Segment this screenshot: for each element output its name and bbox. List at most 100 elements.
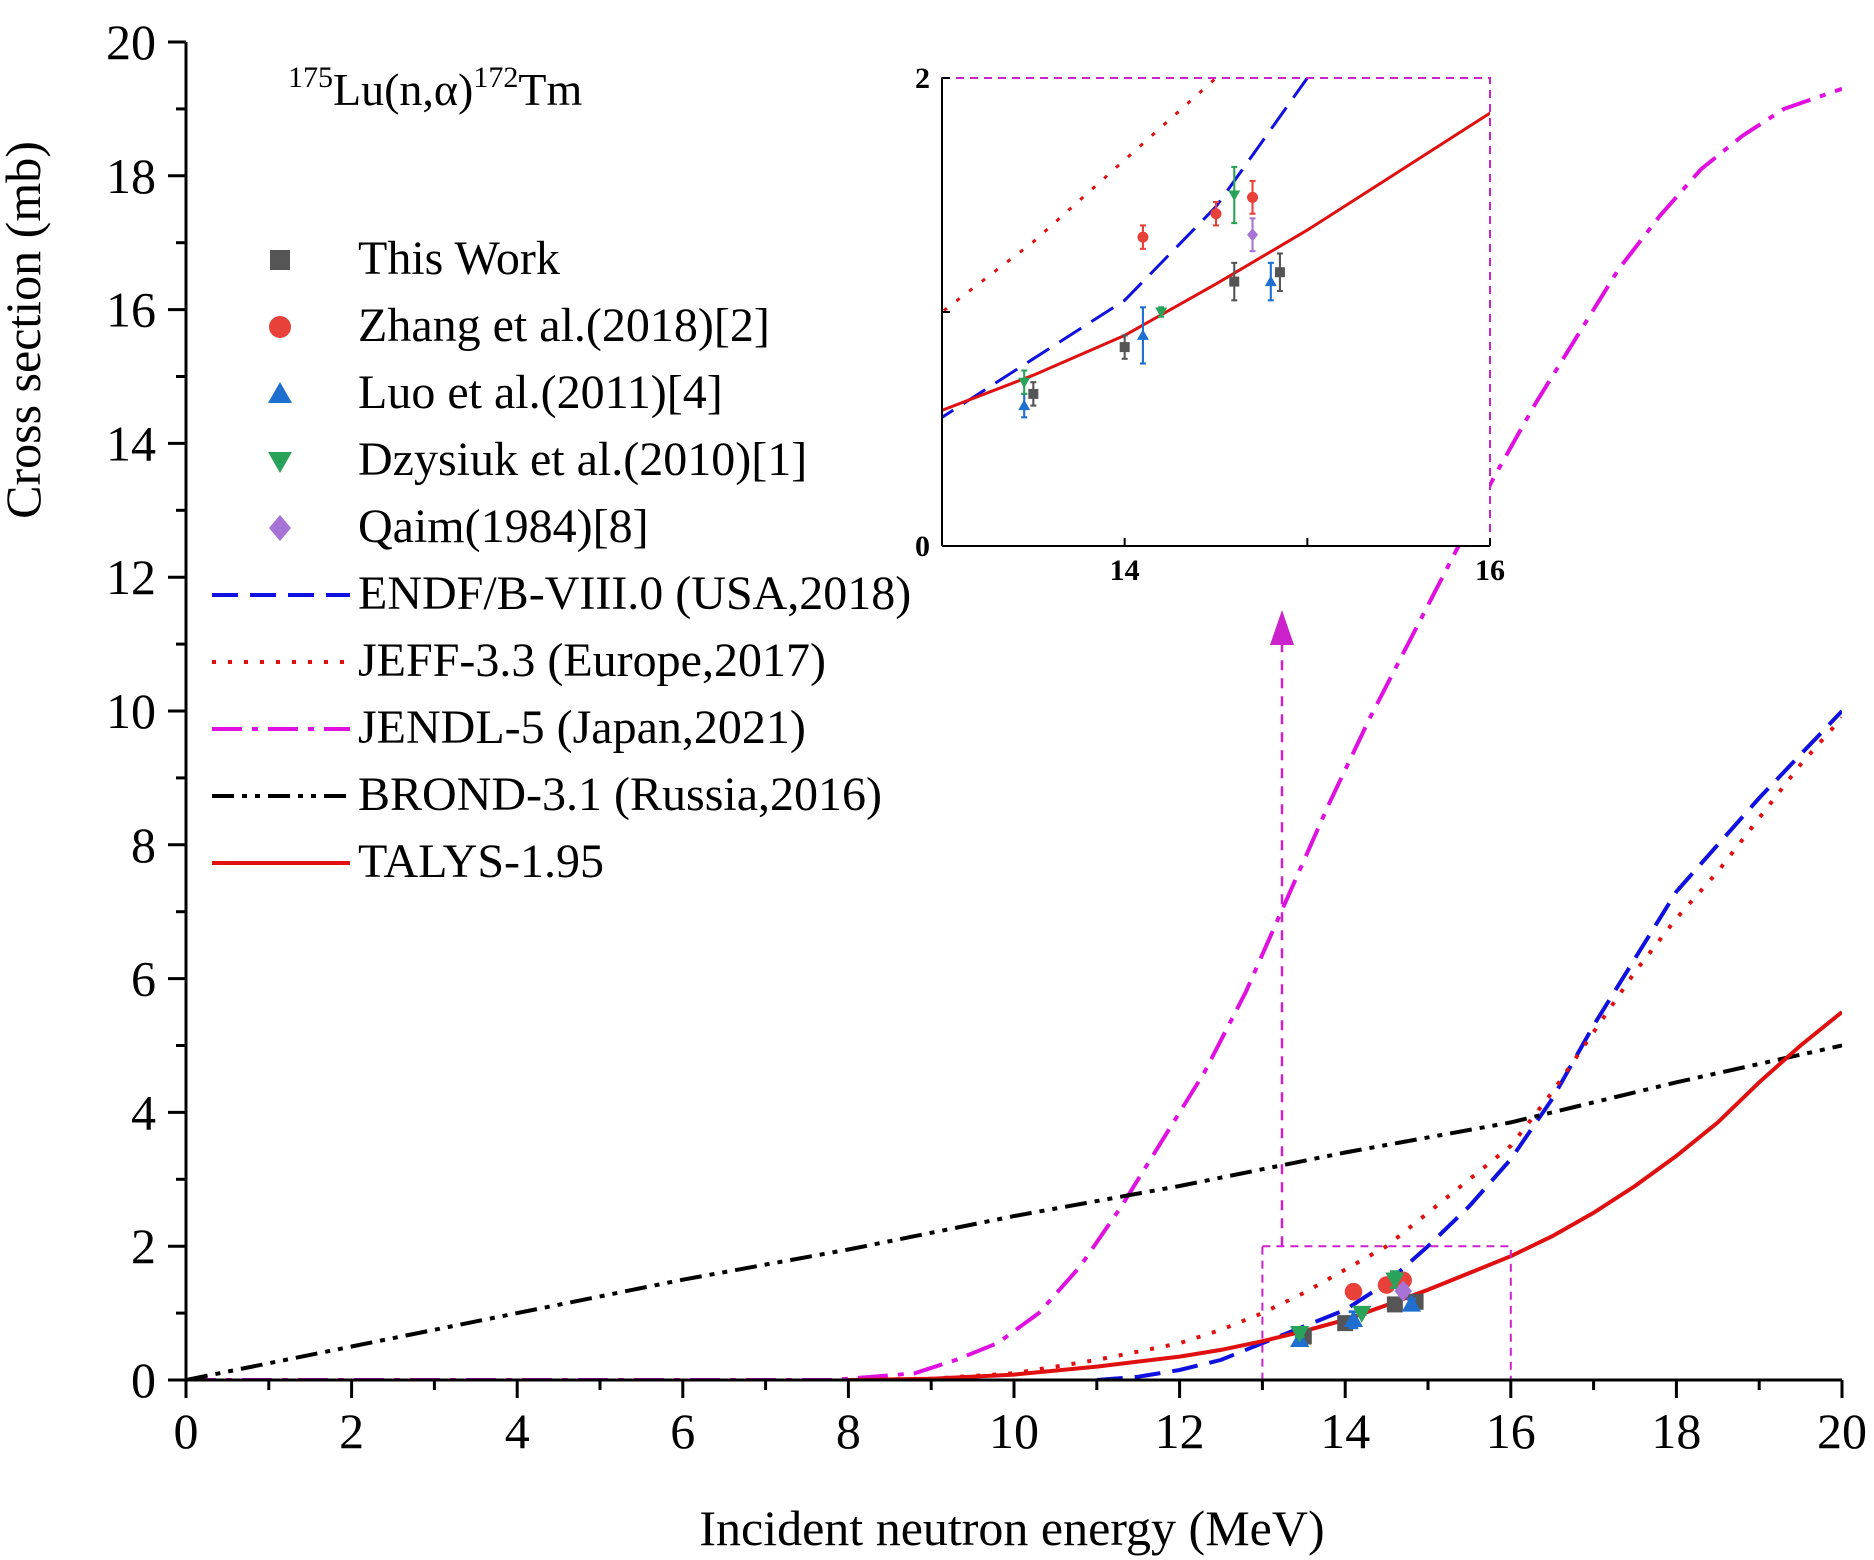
marker-zhang xyxy=(1210,208,1222,220)
legend-label-zhang: Zhang et al.(2018)[2] xyxy=(358,299,770,352)
legend-marker-this_work xyxy=(270,250,290,270)
x-tick-label: 12 xyxy=(1155,1403,1205,1459)
inset-y-tick-label: 0 xyxy=(915,530,930,563)
legend-item-dzysiuk: Dzysiuk et al.(2010)[1] xyxy=(268,433,807,486)
x-tick-label: 0 xyxy=(174,1403,199,1459)
title-tm: Tm xyxy=(518,64,582,115)
legend-label-this_work: This Work xyxy=(358,232,560,285)
point-qaim-main-0 xyxy=(1394,1280,1412,1302)
title-mass-172: 172 xyxy=(473,61,518,94)
inset-plot: 14 16 0 2 xyxy=(915,62,1505,587)
x-tick-label: 10 xyxy=(989,1403,1039,1459)
legend-item-talys: TALYS-1.95 xyxy=(212,835,604,888)
marker-this_work xyxy=(1028,388,1039,399)
legend-item-brond: BROND-3.1 (Russia,2016) xyxy=(212,768,882,821)
title-alpha: α xyxy=(434,64,458,115)
y-tick-label: 12 xyxy=(106,549,156,605)
marker-dzysiuk xyxy=(1385,1272,1405,1290)
inset-series-group xyxy=(942,78,1490,420)
title-close: ) xyxy=(458,64,473,115)
point-dzysiuk-main-1 xyxy=(1352,1305,1372,1323)
legend-label-brond: BROND-3.1 (Russia,2016) xyxy=(358,768,882,821)
y-tick-label: 4 xyxy=(131,1084,156,1140)
y-tick-label: 10 xyxy=(106,683,156,739)
inset-y-tick-label: 2 xyxy=(915,62,930,95)
point-this_work-main-2 xyxy=(1386,1296,1403,1313)
legend-label-jeff: JEFF-3.3 (Europe,2017) xyxy=(358,634,826,687)
legend-label-endf: ENDF/B-VIII.0 (USA,2018) xyxy=(358,567,911,620)
y-tick-label: 16 xyxy=(106,282,156,338)
marker-zhang xyxy=(1137,231,1149,243)
y-tick-label: 18 xyxy=(106,148,156,204)
main-series-group xyxy=(186,86,1842,1380)
x-tick-label: 14 xyxy=(1320,1403,1370,1459)
legend-marker-luo xyxy=(268,382,292,403)
point-zhang-inset-0 xyxy=(1137,224,1149,250)
point-dzysiuk-main-2 xyxy=(1385,1270,1405,1290)
y-tick-label: 2 xyxy=(131,1218,156,1274)
legend-item-qaim: Qaim(1984)[8] xyxy=(269,500,649,553)
inset-scatter-group xyxy=(1018,165,1285,419)
marker-luo xyxy=(1018,399,1031,411)
marker-this_work xyxy=(1386,1296,1403,1313)
x-tick-label: 2 xyxy=(339,1403,364,1459)
marker-this_work xyxy=(1229,276,1240,287)
point-luo-main-1 xyxy=(1343,1310,1364,1330)
marker-luo xyxy=(1136,329,1149,340)
marker-dzysiuk xyxy=(1155,307,1168,318)
inset-background xyxy=(942,78,1490,546)
point-this_work-inset-1 xyxy=(1119,334,1130,360)
legend-label-dzysiuk: Dzysiuk et al.(2010)[1] xyxy=(358,433,807,486)
zoom-arrow-head xyxy=(1270,610,1294,645)
title-mass-175: 175 xyxy=(288,61,333,94)
marker-dzysiuk xyxy=(1018,377,1031,389)
legend-item-endf: ENDF/B-VIII.0 (USA,2018) xyxy=(212,567,911,620)
inset-x-tick-label: 14 xyxy=(1110,554,1140,587)
point-luo-main-2 xyxy=(1401,1294,1422,1312)
y-tick-label: 6 xyxy=(131,951,156,1007)
point-this_work-inset-3 xyxy=(1274,252,1285,292)
point-zhang-inset-2 xyxy=(1247,179,1259,215)
legend-marker-dzysiuk xyxy=(268,452,292,473)
x-tick-label: 16 xyxy=(1486,1403,1536,1459)
marker-luo xyxy=(1264,275,1277,287)
point-dzysiuk-inset-0 xyxy=(1018,369,1031,395)
x-tick-label: 18 xyxy=(1651,1403,1701,1459)
point-luo-inset-2 xyxy=(1264,261,1277,302)
marker-dzysiuk xyxy=(1290,1325,1310,1343)
x-tick-label: 4 xyxy=(505,1403,530,1459)
marker-zhang xyxy=(1344,1282,1363,1301)
point-this_work-inset-0 xyxy=(1028,381,1039,407)
marker-dzysiuk xyxy=(1228,190,1241,201)
y-tick-label: 0 xyxy=(131,1352,156,1408)
legend-label-luo: Luo et al.(2011)[4] xyxy=(358,366,723,419)
point-zhang-main-0 xyxy=(1344,1282,1363,1301)
legend: This Work Zhang et al.(2018)[2] Luo et al.… xyxy=(212,232,911,888)
marker-qaim xyxy=(1247,228,1259,242)
series-line-jendl-main xyxy=(186,86,1842,1380)
series-line-endf-main xyxy=(1096,709,1842,1380)
legend-marker-zhang xyxy=(269,316,291,338)
y-tick-label: 8 xyxy=(131,817,156,873)
legend-label-talys: TALYS-1.95 xyxy=(358,835,604,888)
point-dzysiuk-inset-2 xyxy=(1228,165,1241,225)
legend-item-this_work: This Work xyxy=(270,232,560,285)
legend-item-jeff: JEFF-3.3 (Europe,2017) xyxy=(212,634,826,687)
chart-title: 175Lu(n,α)172Tm xyxy=(288,61,582,115)
legend-item-luo: Luo et al.(2011)[4] xyxy=(268,366,723,419)
main-scatter-group xyxy=(1290,1270,1424,1348)
y-axis-label: Cross section (mb) xyxy=(0,141,51,519)
title-lu: Lu(n, xyxy=(333,64,434,115)
point-dzysiuk-inset-1 xyxy=(1155,306,1168,318)
marker-this_work xyxy=(1119,342,1130,353)
marker-zhang xyxy=(1247,191,1259,203)
point-luo-inset-1 xyxy=(1136,306,1149,365)
marker-this_work xyxy=(1274,267,1285,278)
x-tick-label: 8 xyxy=(836,1403,861,1459)
x-tick-label: 20 xyxy=(1817,1403,1867,1459)
y-tick-label: 20 xyxy=(106,14,156,70)
inset-x-tick-label: 16 xyxy=(1475,554,1505,587)
series-line-talys-inset xyxy=(942,111,1490,412)
